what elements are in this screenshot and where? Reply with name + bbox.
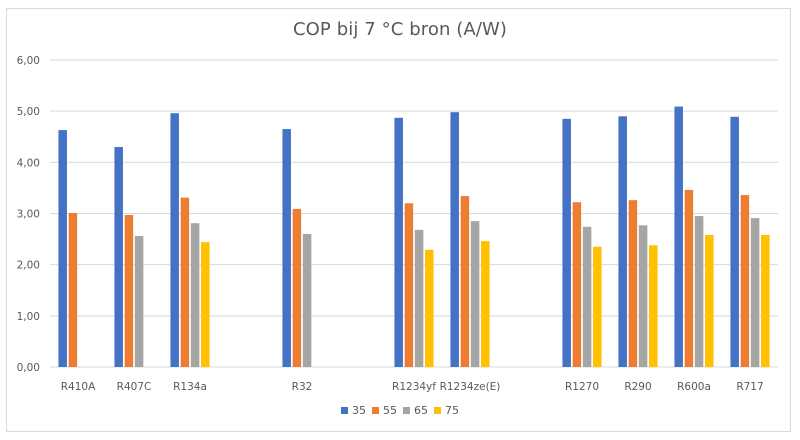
- legend-swatch: [403, 407, 410, 414]
- legend-label: 75: [445, 404, 459, 417]
- x-tick-label: R407C: [117, 381, 152, 393]
- bar-R407C-65: [134, 236, 144, 367]
- chart-title: COP bij 7 °C bron (A/W): [292, 19, 508, 40]
- bar-R290-65: [638, 225, 648, 367]
- x-tick-label: R1270: [565, 381, 599, 393]
- legend: 35 55 65 75: [0, 404, 800, 417]
- bar-R1234yf-35: [394, 117, 403, 368]
- bar-R410A-35: [58, 130, 67, 367]
- bar-R1234yf-55: [404, 203, 414, 367]
- bar-R407C-35: [114, 146, 123, 367]
- y-tick-label: 6,00: [17, 55, 40, 67]
- gridlines: [50, 59, 778, 368]
- bar-R290-55: [628, 200, 638, 367]
- y-tick-label: 5,00: [17, 106, 40, 118]
- bar-R1234yf-75: [425, 249, 434, 367]
- bar-R1234ze(E)-75: [481, 241, 490, 367]
- bar-R600a-65: [694, 216, 704, 367]
- bar-R600a-35: [674, 106, 683, 367]
- bar-R1270-75: [593, 246, 602, 367]
- x-tick-label: R32: [292, 381, 313, 393]
- bar-R600a-75: [705, 234, 714, 367]
- bars: [58, 106, 770, 368]
- y-tick-label: 2,00: [17, 260, 40, 272]
- bar-R134a-55: [180, 197, 190, 367]
- y-tick-label: 3,00: [17, 209, 40, 221]
- bar-R134a-35: [170, 113, 179, 367]
- bar-R32-65: [302, 233, 312, 367]
- legend-swatch: [341, 407, 348, 414]
- bar-R1234yf-65: [414, 229, 424, 367]
- x-tick-label: R1234ze(E): [440, 381, 501, 393]
- bar-R1234ze(E)-65: [470, 221, 480, 367]
- y-axis: 0,00 1,00 2,00 3,00 4,00 5,00 6,00: [17, 55, 40, 374]
- bar-R290-35: [618, 116, 627, 368]
- bar-R717-55: [740, 195, 750, 367]
- legend-item: 35: [341, 404, 366, 417]
- y-tick-label: 0,00: [17, 362, 40, 374]
- y-tick-label: 1,00: [17, 311, 40, 323]
- x-tick-label: R717: [736, 381, 763, 393]
- bar-R410A-55: [68, 212, 78, 367]
- bar-R1270-35: [562, 118, 571, 367]
- x-tick-label: R600a: [677, 381, 711, 393]
- legend-item: 75: [434, 404, 459, 417]
- bar-R290-75: [649, 245, 658, 367]
- bar-R600a-55: [684, 189, 694, 367]
- bar-R717-75: [761, 234, 770, 367]
- bar-R1234ze(E)-35: [450, 112, 459, 367]
- x-axis: R410A R407C R134a R32 R1234yf R1234ze(E) R1270…: [61, 381, 764, 393]
- x-tick-label: R290: [624, 381, 651, 393]
- bar-R134a-65: [190, 223, 200, 367]
- legend-item: 55: [372, 404, 397, 417]
- bar-R407C-55: [124, 215, 134, 367]
- legend-item: 65: [403, 404, 428, 417]
- bar-R1270-55: [572, 202, 582, 367]
- bar-R717-35: [730, 116, 739, 367]
- bar-R134a-75: [201, 242, 210, 367]
- x-tick-label: R410A: [61, 381, 96, 393]
- y-tick-label: 4,00: [17, 157, 40, 169]
- legend-label: 65: [414, 404, 428, 417]
- x-tick-label: R134a: [173, 381, 207, 393]
- bar-R1234ze(E)-55: [460, 196, 470, 367]
- legend-label: 55: [383, 404, 397, 417]
- bar-R1270-65: [582, 226, 592, 367]
- legend-label: 35: [352, 404, 366, 417]
- bar-R717-65: [750, 218, 760, 367]
- bar-R32-35: [282, 129, 291, 367]
- legend-swatch: [434, 407, 441, 414]
- x-tick-label: R1234yf: [392, 381, 436, 393]
- bar-R32-55: [292, 208, 302, 367]
- legend-swatch: [372, 407, 379, 414]
